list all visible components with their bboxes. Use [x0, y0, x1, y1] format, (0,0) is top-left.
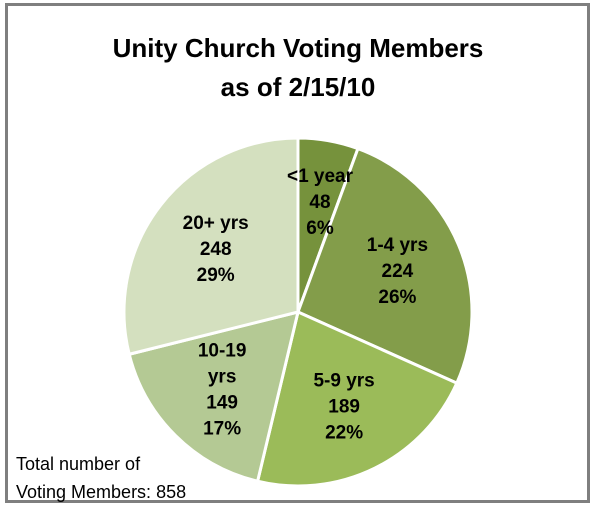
- total-members-note-line-1: Total number of: [16, 454, 141, 474]
- pie-slice-3: [127, 309, 301, 484]
- pie-slice-1: [296, 146, 474, 386]
- pie-slice-label-line: <1 year: [287, 166, 354, 187]
- pie-slice-label-line: 48: [309, 192, 330, 213]
- pie-slice-label-line: 149: [206, 393, 238, 414]
- pie-slice-label-4: 20+ yrs 248 29%: [183, 213, 249, 286]
- pie-slice-label-line: 20+ yrs: [183, 213, 249, 234]
- pie-slice-label-0: <1 year 48 6%: [287, 166, 354, 239]
- pie-slice-label-2: 5-9 yrs 189 22%: [313, 371, 374, 444]
- pie-slice-label-line: 5-9 yrs: [313, 371, 374, 392]
- pie-slice-label-1: 1-4 yrs 224 26%: [367, 235, 428, 308]
- pie-labels: <1 year 48 6% 1-4 yrs 224 26% 5-9 yrs 189 22% 10-…: [183, 166, 428, 444]
- pie-slice-label-line: 29%: [197, 265, 235, 286]
- pie-slices: [122, 136, 474, 488]
- total-members-note: Total number of Voting Members: 858: [16, 450, 186, 506]
- chart-title-line-1: Unity Church Voting Members: [113, 33, 484, 63]
- pie-slice-label-line: 26%: [378, 287, 416, 308]
- pie-slice-label-3: 10-19 yrs 149 17%: [198, 341, 247, 440]
- pie-slice-label-line: 17%: [203, 419, 241, 440]
- pie-slice-label-line: 1-4 yrs: [367, 235, 428, 256]
- pie-slice-label-line: 22%: [325, 423, 363, 444]
- total-members-note-line-2: Voting Members: 858: [16, 482, 187, 502]
- pie-slice-label-line: 10-19: [198, 341, 247, 362]
- pie-slice-label-line: yrs: [208, 367, 237, 388]
- chart-title-line-2: as of 2/15/10: [221, 72, 376, 102]
- pie-slice-label-line: 6%: [306, 218, 334, 239]
- pie-slice-label-line: 189: [328, 397, 360, 418]
- pie-slice-label-line: 224: [382, 261, 414, 282]
- pie-slice-2: [255, 309, 459, 488]
- pie-slice-label-line: 248: [200, 239, 232, 260]
- pie-slice-4: [122, 136, 300, 357]
